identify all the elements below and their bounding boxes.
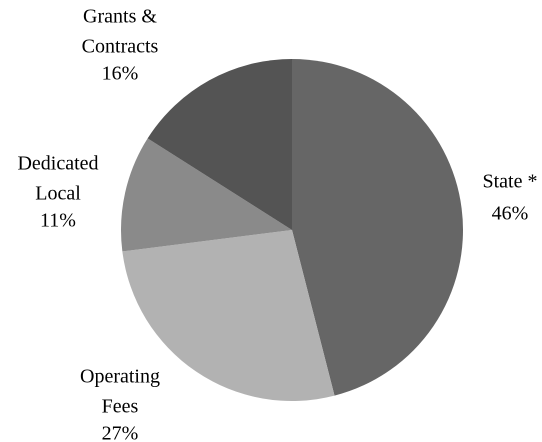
value-label: 27% <box>102 423 139 442</box>
pie-slice <box>147 59 292 230</box>
slice-label: Fees <box>102 396 139 418</box>
slice-label: Dedicated <box>17 153 98 175</box>
value-label: 11% <box>40 210 76 232</box>
pie-slice <box>292 59 464 396</box>
pie-slice <box>120 138 292 252</box>
slice-label: Contracts <box>82 36 159 58</box>
slice-label: Operating <box>80 366 160 388</box>
slice-label: State * <box>483 171 538 193</box>
value-label: 46% <box>492 203 529 225</box>
pie-slice <box>122 230 335 401</box>
slice-label: Local <box>35 183 81 205</box>
value-label: 16% <box>102 63 139 85</box>
slice-label: Grants & <box>83 6 157 28</box>
